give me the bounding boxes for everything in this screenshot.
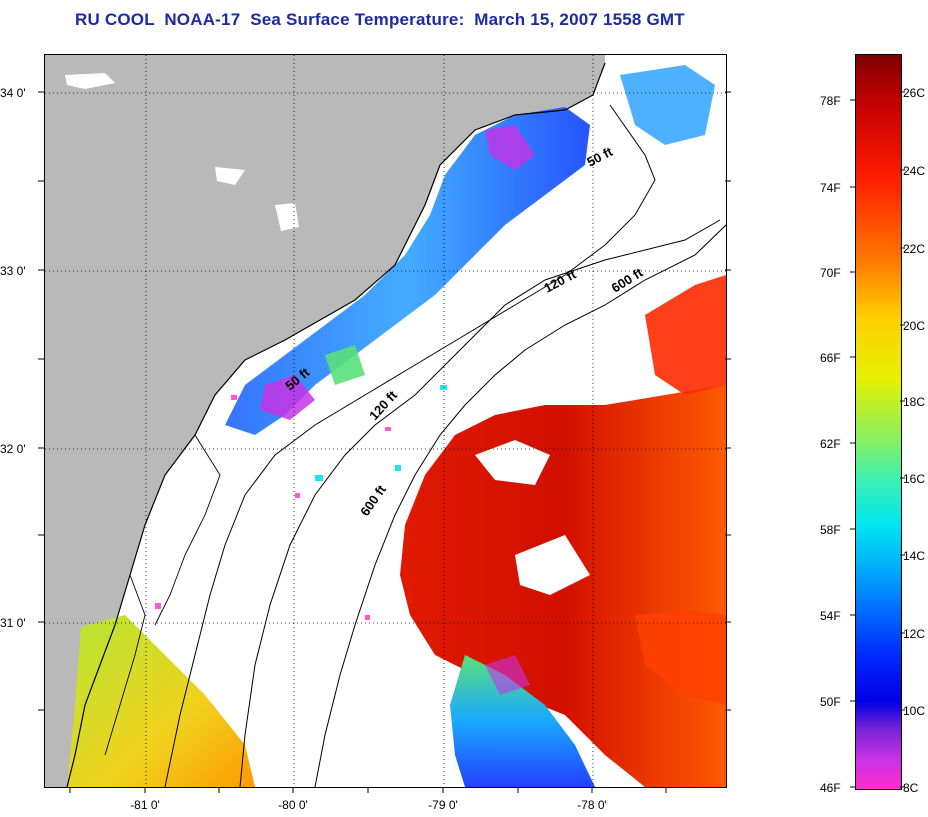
colorbar-c-label: 20C	[903, 319, 926, 333]
colorbar-c-label: 14C	[903, 549, 926, 563]
lat-label: 34 0'	[0, 86, 26, 100]
colorbar-c-label: 24C	[903, 164, 926, 178]
lat-label: 31 0'	[0, 616, 26, 630]
sst-map[interactable]: 50 ft 120 ft 600 ft 50 ft 120 ft 600 ft	[44, 54, 727, 788]
colorbar-f-label: 58F	[820, 523, 841, 537]
colorbar-f-label: 62F	[820, 437, 841, 451]
lon-label: -81 0'	[130, 798, 160, 812]
cool-tongue	[450, 655, 595, 787]
colorbar-c-label: 8C	[903, 781, 919, 795]
colorbar-f-label: 74F	[820, 181, 841, 195]
colorbar-c-label: 16C	[903, 472, 926, 486]
south-water	[67, 615, 255, 787]
lon-label: -78 0'	[577, 798, 607, 812]
colorbar-c-label: 18C	[903, 395, 926, 409]
contour-600ft	[314, 224, 726, 787]
colorbar-c-label: 22C	[903, 242, 926, 256]
colorbar	[855, 54, 902, 790]
lat-label: 33 0'	[0, 264, 26, 278]
colorbar-c-label: 12C	[903, 627, 926, 641]
lat-label: 32 0'	[0, 442, 26, 456]
colorbar-f-label: 54F	[820, 609, 841, 623]
colorbar-f-label: 78F	[820, 94, 841, 108]
colorbar-f-label: 66F	[820, 351, 841, 365]
colorbar-f-label: 46F	[820, 781, 841, 795]
colorbar-c-label: 10C	[903, 704, 926, 718]
contour-50ft	[164, 104, 656, 787]
colorbar-f-label: 70F	[820, 266, 841, 280]
colorbar-c-label: 26C	[903, 86, 926, 100]
land-mass	[45, 55, 605, 787]
lon-label: -79 0'	[428, 798, 458, 812]
north-water	[225, 107, 590, 435]
lon-label: -80 0'	[278, 798, 308, 812]
colorbar-f-label: 50F	[820, 695, 841, 709]
contour-120ft	[239, 219, 721, 787]
map-title: RU COOL NOAA-17 Sea Surface Temperature:…	[75, 10, 685, 29]
coastline	[66, 62, 606, 787]
